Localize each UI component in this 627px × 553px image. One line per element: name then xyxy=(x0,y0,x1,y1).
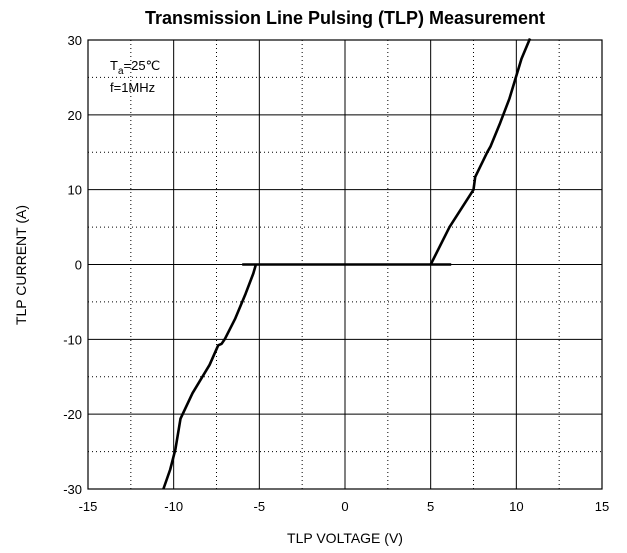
y-tick-label: 0 xyxy=(75,258,82,273)
plot-frame xyxy=(87,39,603,490)
y-tick-label: 30 xyxy=(68,33,82,48)
annotation: f=1MHz xyxy=(110,80,155,95)
annotation-sub: a xyxy=(118,66,124,77)
y-tick-label: -10 xyxy=(63,332,82,347)
y-axis-label: TLP CURRENT (A) xyxy=(13,205,29,325)
y-tick-label: -20 xyxy=(63,407,82,422)
y-tick-label: 10 xyxy=(68,183,82,198)
annotation-part: =25℃ xyxy=(124,58,161,73)
x-tick-label: -15 xyxy=(79,499,98,514)
x-tick-label: -5 xyxy=(254,499,266,514)
x-tick-label: 15 xyxy=(595,499,609,514)
x-tick-label: 5 xyxy=(427,499,434,514)
x-tick-label: 10 xyxy=(509,499,523,514)
x-axis-label: TLP VOLTAGE (V) xyxy=(287,530,403,546)
x-tick-label: -10 xyxy=(164,499,183,514)
x-tick-label: 0 xyxy=(341,499,348,514)
annotation-part: T xyxy=(110,58,118,73)
chart-title: Transmission Line Pulsing (TLP) Measurem… xyxy=(145,8,545,28)
series-line xyxy=(162,37,532,490)
annotation: Ta=25℃ xyxy=(110,58,160,77)
y-tick-label: 20 xyxy=(68,108,82,123)
y-tick-label: -30 xyxy=(63,482,82,497)
